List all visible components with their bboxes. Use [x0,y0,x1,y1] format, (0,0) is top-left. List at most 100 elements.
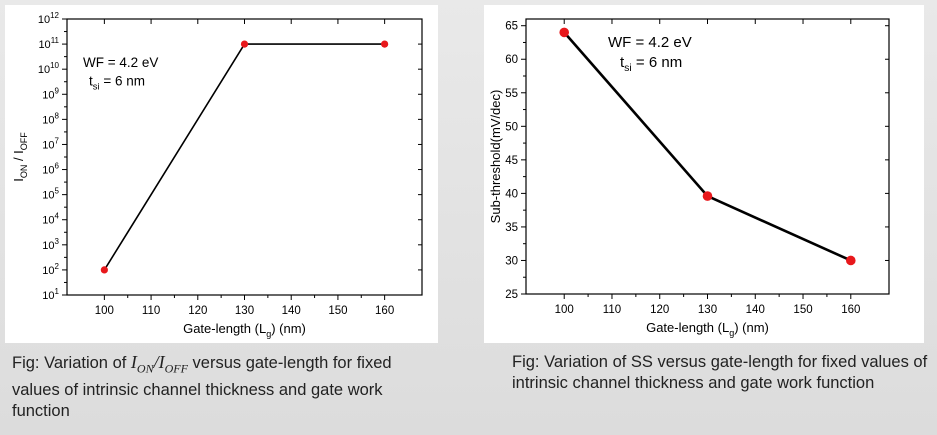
x-tick-label: 150 [793,304,812,316]
x-tick-label: 160 [841,304,860,316]
y-tick-base: 10 [42,265,54,277]
y-tick-exponent: 4 [55,212,60,221]
ion-ioff-chart: 100 110 120 130 140 150 1601011021031041051061… [11,11,423,339]
y-tick-base: 10 [42,215,54,227]
y-tick-label: 104 [42,212,59,227]
annotation-tsi-sub: si [93,82,100,93]
y-axis-label: ION / IOFF [11,132,29,182]
x-tick-label: 100 [95,305,114,317]
caption-math-slash: / [153,352,159,372]
data-point [702,191,713,201]
x-axis-label-main: Gate-length (L [183,321,266,336]
annotation-wf: WF = 4.2 eV [608,34,692,51]
y-tick-exponent: 1 [55,287,60,296]
caption-math-i-on: I [130,352,137,372]
data-point [845,255,856,266]
y-tick-label: 108 [42,111,59,126]
y-axis-label-i: I [11,178,26,182]
data-point [100,266,108,274]
annotation-tsi-t: t [89,74,93,89]
x-axis-label-sub: g [729,328,734,338]
y-tick-base: 10 [42,240,54,252]
y-tick-base: 10 [42,190,54,202]
y-tick-base: 10 [42,89,54,101]
subthreshold-chart-panel: 100 110 120 130 140 150 160 25 30 35 40 45 50 55 60 65 G… [484,5,924,343]
y-tick-exponent: 5 [55,187,60,196]
y-axis-label-text: Sub-threshold(mV/dec) [488,90,503,224]
y-tick-label: 65 [505,21,518,33]
x-tick-label: 110 [142,305,160,317]
y-tick-label: 40 [505,188,518,200]
x-axis-label: Gate-length (Lg) (nm) [646,320,769,338]
data-point [559,27,570,38]
annotation-wf: WF = 4.2 eV [83,55,158,70]
subthreshold-chart: 100 110 120 130 140 150 160 25 30 35 40 45 50 55 60 65 G… [488,18,890,338]
x-axis-label: Gate-length (Lg) (nm) [183,321,306,339]
series-line [563,31,852,262]
x-axis-label-sub: g [266,329,271,339]
annotation-tsi: tsi = 6 nm [620,54,682,74]
x-tick-label: 110 [603,304,621,316]
x-axis-label-tail: ) (nm) [271,321,306,336]
x-tick-label: 120 [650,304,669,316]
y-tick-label: 102 [42,262,59,277]
y-axis-label-mid: / I [11,150,26,164]
y-tick-base: 10 [42,114,54,126]
x-tick-label: 130 [235,305,254,317]
x-tick-label: 150 [328,305,347,317]
y-tick-label: 1011 [38,36,59,51]
caption-math-sub-on: ON [136,361,154,376]
y-tick-label: 30 [505,255,518,267]
x-axis-label-tail: ) (nm) [734,320,769,335]
annotation-tsi-value: = 6 nm [632,54,682,71]
annotation-tsi-t: t [620,54,625,71]
caption-right: Fig: Variation of SS versus gate-length … [512,353,928,392]
y-tick-label: 35 [505,222,518,234]
y-tick-label: 1010 [38,61,60,76]
y-axis-label-sub-off: OFF [19,132,29,150]
y-tick-label: 55 [505,88,518,100]
caption-math-sub-off: OFF [164,361,188,376]
y-tick-exponent: 8 [55,111,60,120]
y-tick-base: 10 [38,14,50,26]
caption-left-suffix: versus gate-length for fixed values of i… [12,354,392,420]
y-axis-label: Sub-threshold(mV/dec) [488,90,503,224]
y-tick-base: 10 [42,139,54,151]
x-tick-label: 100 [555,304,574,316]
y-tick-base: 10 [38,39,50,51]
y-tick-exponent: 10 [50,61,59,70]
data-point [381,40,389,48]
x-axis-label-main: Gate-length (L [646,320,729,335]
y-tick-exponent: 12 [50,11,59,20]
y-tick-label: 60 [505,54,518,66]
annotation-tsi: tsi = 6 nm [89,74,145,93]
y-tick-label: 45 [505,155,518,167]
caption-math-i-off: I [158,352,165,372]
y-tick-label: 101 [42,287,59,302]
y-tick-exponent: 11 [51,36,60,45]
y-tick-base: 10 [42,165,54,177]
data-point [240,40,249,48]
y-axis-label-sub-on: ON [19,165,29,179]
x-tick-label: 160 [375,305,394,317]
y-tick-label: 106 [42,162,59,177]
y-tick-label: 109 [42,86,59,101]
y-tick-label: 50 [505,121,518,133]
x-tick-label: 130 [698,304,717,316]
y-tick-exponent: 2 [55,262,60,271]
y-tick-base: 10 [42,290,54,302]
y-tick-label: 105 [42,187,59,202]
y-tick-label: 1012 [38,11,60,26]
ion-ioff-chart-panel: 100 110 120 130 140 150 160 101 102 103 104 105 106 1… [5,5,438,343]
y-tick-label: 25 [505,289,518,301]
annotation-tsi-sub: si [624,62,632,74]
y-tick-exponent: 9 [55,86,60,95]
y-tick-label: 107 [42,136,59,151]
y-tick-exponent: 7 [55,136,60,145]
y-tick-label: 103 [42,237,59,252]
y-tick-exponent: 3 [55,237,60,246]
caption-left-math: ION/IOFF [130,352,188,376]
x-tick-label: 140 [746,304,765,316]
series-line [103,43,385,271]
annotation-tsi-value: = 6 nm [100,74,145,89]
